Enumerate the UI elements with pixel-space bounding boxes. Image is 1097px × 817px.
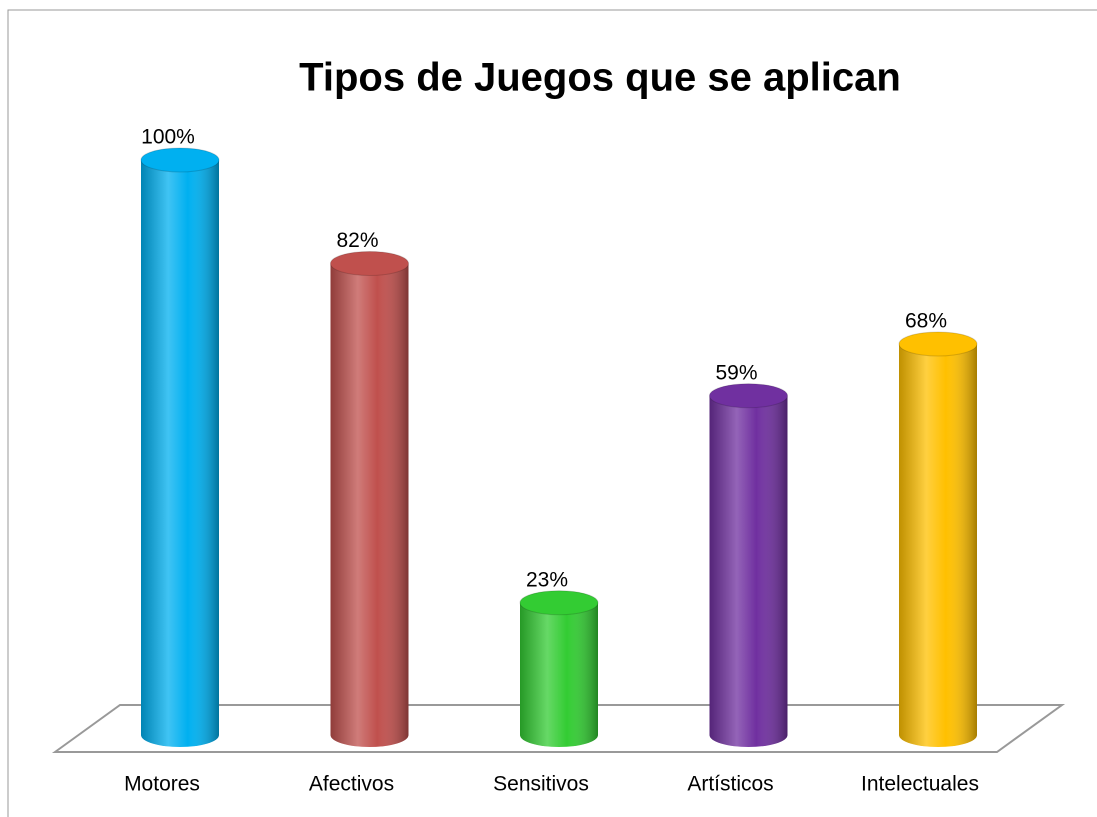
value-label: 59% bbox=[715, 361, 757, 384]
bar-top bbox=[519, 590, 599, 616]
frame bbox=[7, 9, 1097, 817]
value-label: 100% bbox=[141, 126, 195, 149]
bar-top bbox=[709, 383, 788, 409]
bar-shade bbox=[520, 602, 598, 747]
value-label: 82% bbox=[336, 229, 378, 252]
x-tick-label: Intelectuales bbox=[861, 773, 979, 796]
value-label: 68% bbox=[905, 310, 947, 333]
bar-top bbox=[330, 251, 409, 276]
x-tick-label: Afectivos bbox=[309, 773, 394, 796]
value-label: 23% bbox=[526, 568, 568, 591]
x-tick-label: Motores bbox=[124, 773, 200, 796]
bar-top bbox=[140, 147, 220, 173]
chart-title: Tipos de Juegos que se aplican bbox=[299, 56, 901, 100]
bar-top bbox=[898, 331, 978, 357]
x-tick-label: Artísticos bbox=[687, 773, 773, 796]
bar-shade bbox=[899, 344, 977, 747]
bar-shade bbox=[141, 160, 219, 747]
bar-shade bbox=[709, 395, 788, 747]
x-tick-label: Sensitivos bbox=[493, 773, 589, 796]
bar-shade bbox=[330, 263, 409, 747]
